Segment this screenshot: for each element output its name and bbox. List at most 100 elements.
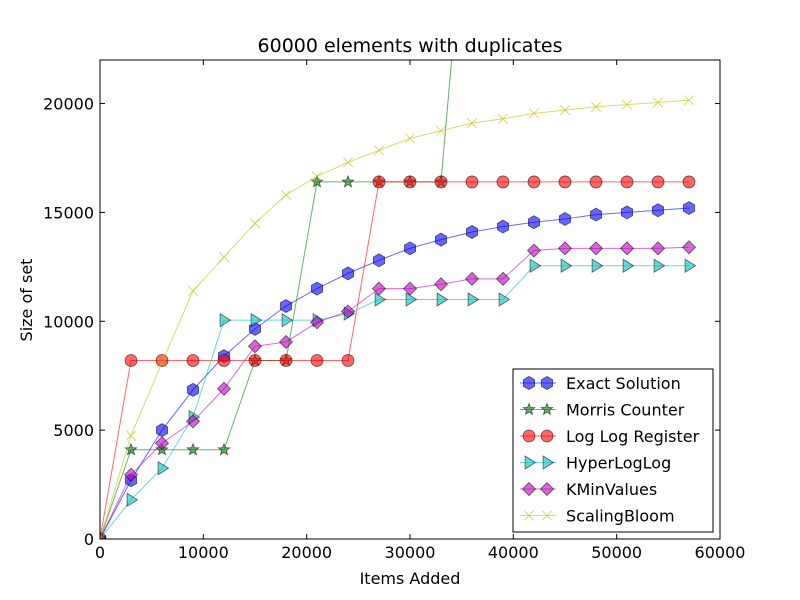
x-tick-label: 10000 bbox=[178, 543, 229, 562]
data-point-kminvalues bbox=[464, 271, 480, 286]
data-point-exact-solution bbox=[434, 232, 448, 247]
data-point-hyperloglog bbox=[591, 258, 604, 273]
data-point-kminvalues bbox=[495, 271, 511, 286]
data-point-hyperloglog bbox=[374, 292, 387, 307]
legend-marker bbox=[522, 402, 536, 416]
data-point-log-log-register bbox=[186, 354, 200, 367]
data-point-exact-solution bbox=[558, 211, 572, 226]
data-point-scalingbloom bbox=[590, 101, 602, 112]
y-tick-label: 10000 bbox=[43, 312, 94, 331]
x-tick-label: 40000 bbox=[488, 543, 539, 562]
data-point-hyperloglog bbox=[467, 292, 480, 307]
x-axis-label: Items Added bbox=[360, 569, 461, 588]
x-tick-label: 0 bbox=[95, 543, 105, 562]
data-point-log-log-register bbox=[372, 175, 386, 189]
data-point-hyperloglog bbox=[157, 461, 170, 476]
x-tick-label: 60000 bbox=[695, 543, 746, 562]
legend-item-scalingbloom: ScalingBloom bbox=[520, 507, 675, 526]
data-point-log-log-register bbox=[217, 354, 231, 367]
legend-marker bbox=[542, 455, 555, 470]
data-point-scalingbloom bbox=[218, 251, 230, 263]
data-point-kminvalues bbox=[650, 241, 666, 256]
data-point-scalingbloom bbox=[528, 108, 540, 119]
legend-item-morris-counter: Morris Counter bbox=[520, 401, 685, 420]
data-point-log-log-register bbox=[558, 175, 572, 189]
data-point-log-log-register bbox=[124, 354, 138, 367]
data-point-exact-solution bbox=[310, 281, 324, 296]
series-layer bbox=[100, 60, 697, 539]
legend-marker bbox=[522, 429, 536, 443]
data-point-log-log-register bbox=[310, 354, 324, 367]
legend-label: Exact Solution bbox=[566, 374, 681, 393]
legend-label: Morris Counter bbox=[566, 401, 685, 420]
data-point-scalingbloom bbox=[187, 285, 199, 296]
data-point-hyperloglog bbox=[684, 258, 697, 273]
data-point-scalingbloom bbox=[497, 113, 509, 124]
y-tick-label: 5000 bbox=[53, 421, 94, 440]
data-point-exact-solution bbox=[496, 219, 510, 234]
ticks-layer: 0 10000 20000 30000 40000 50000 60000 0 5000 1000… bbox=[43, 60, 745, 562]
data-point-kminvalues bbox=[340, 304, 356, 319]
legend-item-kminvalues: KMinValues bbox=[520, 480, 657, 499]
data-point-kminvalues bbox=[557, 241, 573, 256]
data-point-kminvalues bbox=[371, 281, 387, 296]
data-point-scalingbloom bbox=[559, 104, 571, 116]
y-tick-label: 0 bbox=[84, 530, 94, 549]
data-point-exact-solution bbox=[465, 225, 479, 239]
data-point-hyperloglog bbox=[281, 312, 294, 328]
data-point-kminvalues bbox=[619, 241, 635, 256]
data-point-log-log-register bbox=[341, 354, 355, 367]
legend-label: Log Log Register bbox=[566, 427, 700, 446]
data-point-hyperloglog bbox=[405, 292, 418, 307]
data-point-log-log-register bbox=[434, 175, 448, 189]
legend-marker bbox=[539, 481, 555, 497]
data-point-kminvalues bbox=[588, 241, 604, 256]
data-point-exact-solution bbox=[279, 299, 293, 313]
chart-title: 60000 elements with duplicates bbox=[258, 35, 563, 57]
legend-label: HyperLogLog bbox=[566, 454, 671, 473]
data-point-log-log-register bbox=[651, 175, 665, 189]
data-point-kminvalues bbox=[309, 315, 325, 330]
data-point-morris-counter bbox=[186, 442, 200, 456]
legend-label: ScalingBloom bbox=[566, 507, 675, 526]
data-point-exact-solution bbox=[372, 253, 386, 268]
data-point-scalingbloom bbox=[466, 117, 478, 129]
data-point-exact-solution bbox=[527, 215, 541, 230]
data-point-hyperloglog bbox=[219, 312, 232, 328]
data-point-kminvalues bbox=[402, 281, 418, 296]
data-point-scalingbloom bbox=[404, 133, 416, 144]
data-point-kminvalues bbox=[185, 414, 201, 429]
x-tick-label: 30000 bbox=[385, 543, 436, 562]
data-point-kminvalues bbox=[123, 467, 139, 482]
data-point-hyperloglog bbox=[250, 312, 263, 328]
data-point-morris-counter bbox=[341, 174, 355, 188]
data-point-kminvalues bbox=[433, 277, 449, 292]
data-point-scalingbloom bbox=[156, 357, 168, 368]
data-point-exact-solution bbox=[403, 241, 417, 256]
series-kminvalues bbox=[100, 240, 697, 539]
data-point-hyperloglog bbox=[436, 292, 449, 307]
legend-item-hyperloglog: HyperLogLog bbox=[520, 454, 671, 473]
data-point-scalingbloom bbox=[621, 99, 633, 110]
data-point-hyperloglog bbox=[653, 258, 666, 273]
data-point-log-log-register bbox=[155, 354, 169, 367]
data-point-log-log-register bbox=[465, 175, 479, 189]
x-tick-label: 50000 bbox=[591, 543, 642, 562]
legend-marker bbox=[540, 402, 554, 416]
data-point-log-log-register bbox=[496, 175, 510, 189]
data-point-exact-solution bbox=[651, 203, 665, 218]
data-point-log-log-register bbox=[682, 175, 696, 189]
data-point-hyperloglog bbox=[498, 292, 511, 307]
data-point-exact-solution bbox=[620, 205, 634, 220]
data-point-exact-solution bbox=[682, 201, 696, 216]
legend-marker bbox=[524, 455, 537, 470]
data-point-hyperloglog bbox=[529, 258, 542, 273]
data-point-exact-solution bbox=[155, 423, 169, 438]
legend-marker bbox=[523, 510, 535, 521]
y-tick-label: 15000 bbox=[43, 203, 94, 222]
series-line-hyperloglog bbox=[100, 265, 689, 539]
data-point-scalingbloom bbox=[100, 533, 106, 539]
legend-marker bbox=[540, 429, 554, 443]
data-point-scalingbloom bbox=[249, 218, 261, 229]
